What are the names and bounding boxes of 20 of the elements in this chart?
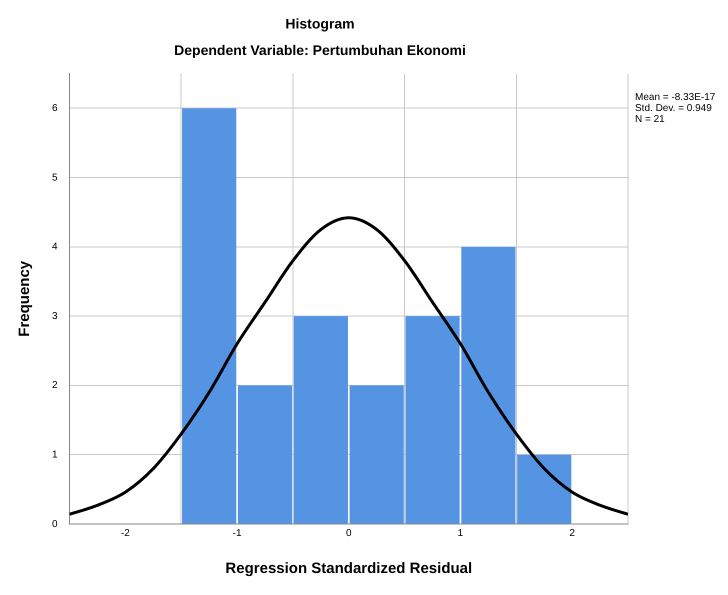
y-tick-label: 4 [52, 242, 58, 253]
y-tick-label: 3 [52, 310, 58, 322]
line-series [70, 216, 628, 516]
text: N = 21 [635, 114, 666, 125]
y-tick-label: 1 [52, 449, 58, 460]
y-tick-label: 5 [52, 172, 58, 184]
x-tick-label: -2 [120, 528, 130, 539]
x-tick-label: 1 [458, 528, 464, 539]
x-tick-label: 0 [346, 528, 352, 539]
x-tick-label: -1 [232, 528, 242, 539]
text: Std. Dev. = 0.949 [635, 102, 712, 114]
y-axis-title: Frequency [16, 260, 34, 337]
x-axis-title: Regression Standardized Residual [225, 560, 472, 578]
y-tick-label: 0 [52, 518, 58, 530]
chart-title: Histogram [285, 15, 355, 32]
y-tick-label: 2 [52, 380, 58, 392]
text: Mean = -8.33E-17 [635, 92, 716, 103]
y-tick-label: 6 [52, 102, 58, 114]
x-tick-label: 2 [569, 528, 576, 539]
chart-subtitle: Dependent Variable: Pertumbuhan Ekonomi [174, 42, 466, 58]
